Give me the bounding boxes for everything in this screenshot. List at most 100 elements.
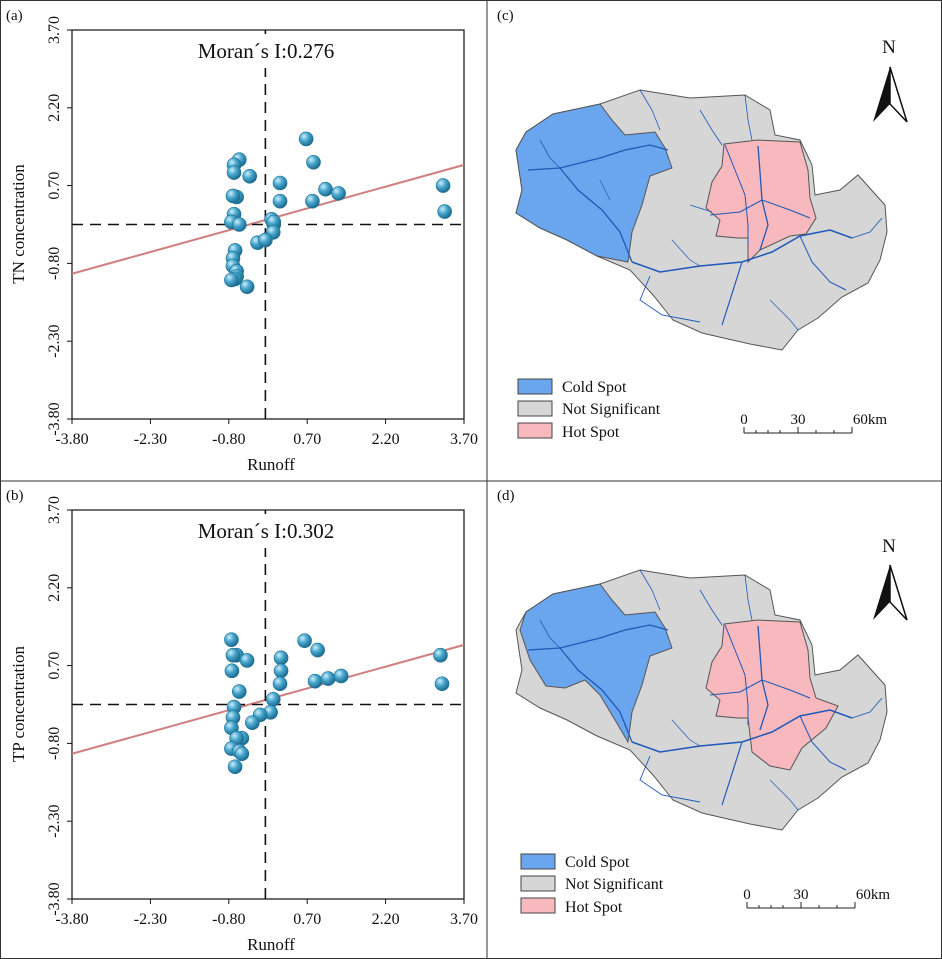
crosshair <box>72 30 464 419</box>
scale-label-60: 60km <box>853 412 888 428</box>
scatter-points <box>224 632 450 775</box>
panel-label: (d) <box>497 488 515 504</box>
y-tick-label: -3.80 <box>46 882 63 915</box>
scatter-point <box>331 186 346 201</box>
x-tick-label: 0.70 <box>293 431 321 448</box>
scatter-point <box>273 650 289 666</box>
y-tick-label: -3.80 <box>46 402 63 435</box>
scatter-point <box>298 131 314 147</box>
panel-label: (c) <box>497 8 514 24</box>
chart-title: Moran´s I:0.302 <box>198 519 334 543</box>
x-tick-label: 2.20 <box>372 911 400 928</box>
x-ticks: -3.80 -2.30 -0.80 0.70 2.20 3.70 <box>55 419 478 448</box>
region-cold-spot <box>519 583 673 744</box>
scatter-point <box>272 676 288 692</box>
scatter-point <box>226 165 242 180</box>
scatter-point <box>231 684 247 699</box>
scatter-point <box>273 663 289 679</box>
scale-label-30: 30 <box>791 412 806 428</box>
scatter-point <box>234 746 250 762</box>
scatter-points <box>224 131 452 295</box>
x-tick-label: 3.70 <box>450 911 478 928</box>
legend-label-cold: Cold Spot <box>562 379 627 396</box>
scatter-point <box>306 154 321 170</box>
chart-title: Moran´s I:0.276 <box>198 39 334 63</box>
y-tick-label: 2.20 <box>46 94 63 122</box>
region-hot-spot <box>705 619 839 771</box>
north-arrow-icon <box>873 66 908 123</box>
north-label: N <box>882 37 896 58</box>
scale-label-60: 60km <box>856 887 891 903</box>
legend-label-not-significant: Not Significant <box>565 876 664 893</box>
scatter-point <box>224 663 240 679</box>
legend-label-cold: Cold Spot <box>565 854 630 871</box>
x-tick-label: -0.80 <box>212 911 245 928</box>
scatter-panel-b: (b) -3.80 -2.30 -0.80 0.70 2.20 3.70 -3.80 -2.… <box>6 488 478 954</box>
legend-swatch-not-significant <box>520 875 556 892</box>
x-ticks: -3.80 -2.30 -0.80 0.70 2.20 3.70 <box>55 899 478 928</box>
x-tick-label: -2.30 <box>134 431 167 448</box>
scatter-point <box>305 193 320 209</box>
x-tick-label: 2.20 <box>372 431 400 448</box>
scatter-point <box>333 668 349 684</box>
scatter-point <box>258 232 273 248</box>
scatter-point <box>242 168 258 184</box>
scatter-point <box>434 676 450 692</box>
x-tick-label: -2.30 <box>134 911 167 928</box>
x-tick-label: -0.80 <box>212 431 245 448</box>
scatter-point <box>310 642 325 658</box>
y-tick-label: -2.30 <box>46 805 63 838</box>
scatter-point <box>433 647 448 663</box>
x-axis-label: Runoff <box>247 935 295 954</box>
scale-label-0: 0 <box>743 887 751 903</box>
y-tick-label: -2.30 <box>46 325 63 358</box>
x-axis-label: Runoff <box>247 455 295 474</box>
y-tick-label: -0.80 <box>46 247 63 280</box>
x-tick-label: 0.70 <box>293 911 321 928</box>
legend-swatch-hot <box>517 422 553 439</box>
scatter-point <box>320 671 336 686</box>
scatter-panel-a: (a) -3.80 -2.30 -0.80 0.70 2.20 3.70 -3.80 -2.… <box>6 8 478 474</box>
scale-label-0: 0 <box>740 412 748 428</box>
map-panel-d: (d) N Cold Spot <box>497 488 908 916</box>
region-cold-spot <box>515 103 673 263</box>
crosshair <box>72 510 464 899</box>
scatter-point <box>297 633 312 649</box>
scale-bar <box>746 902 856 909</box>
scatter-point <box>318 181 333 197</box>
y-ticks: -3.80 -2.30 -0.80 0.70 2.20 3.70 <box>46 496 72 916</box>
x-tick-label: -3.80 <box>55 911 88 928</box>
title-background <box>172 34 358 68</box>
river-network <box>527 89 883 331</box>
scatter-point <box>224 632 239 647</box>
scale-bar <box>743 427 853 434</box>
y-tick-label: 2.20 <box>46 574 63 602</box>
legend-label-hot: Hot Spot <box>565 899 623 916</box>
scatter-point <box>265 692 281 707</box>
scatter-point <box>307 673 323 689</box>
scatter-point <box>437 204 452 219</box>
river-network <box>527 569 883 811</box>
legend-label-hot: Hot Spot <box>562 424 620 441</box>
x-tick-label: -3.80 <box>55 431 88 448</box>
y-tick-label: 0.70 <box>46 172 63 200</box>
y-tick-label: -0.80 <box>46 727 63 760</box>
scatter-point <box>224 272 239 288</box>
scatter-point <box>227 759 243 775</box>
y-tick-label: 3.70 <box>46 496 63 524</box>
scatter-point <box>272 175 288 191</box>
legend-swatch-hot <box>520 897 556 914</box>
y-ticks: -3.80 -2.30 -0.80 0.70 2.20 3.70 <box>46 16 72 436</box>
scatter-point <box>435 178 451 193</box>
map-panel-c: (c) N <box>497 8 908 441</box>
scatter-point <box>239 279 255 295</box>
panel-label: (b) <box>6 488 24 504</box>
legend-label-not-significant: Not Significant <box>562 401 661 418</box>
legend-swatch-cold <box>520 853 556 870</box>
y-axis-label: TN concentration <box>9 164 28 284</box>
scatter-point <box>239 653 255 668</box>
scatter-point <box>272 193 288 209</box>
panel-label: (a) <box>6 8 23 24</box>
north-arrow-icon <box>873 564 908 621</box>
